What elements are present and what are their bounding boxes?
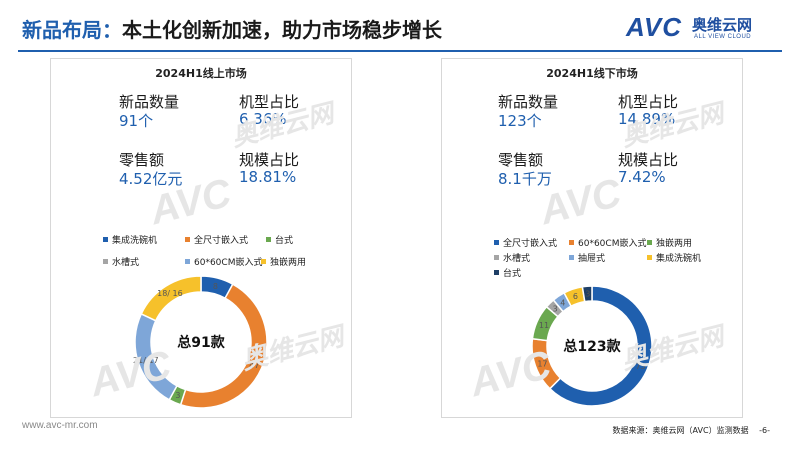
donut-center-label: 总123款 bbox=[563, 338, 621, 355]
offline-retail-value: 8.1千万 bbox=[498, 170, 552, 188]
online-scale-share-value: 18.81% bbox=[239, 168, 297, 186]
legend-label: 集成洗碗机 bbox=[656, 254, 702, 264]
legend-swatch bbox=[569, 255, 574, 260]
legend-swatch bbox=[647, 255, 652, 260]
offline-scale-share-value: 7.42% bbox=[618, 168, 666, 186]
donut-slice-label-5: 6 bbox=[573, 292, 578, 301]
legend-swatch bbox=[569, 240, 574, 245]
donut-slice-label-4: 21/ 17 bbox=[133, 356, 159, 365]
legend-swatch bbox=[647, 240, 652, 245]
donut-slice-label-6: 3 bbox=[585, 290, 590, 299]
page-title: 新品布局： 本土化创新加速，助力市场稳步增长 bbox=[22, 10, 442, 46]
header-divider bbox=[18, 50, 782, 52]
legend-swatch bbox=[185, 237, 190, 242]
offline-model-share-label: 机型占比 bbox=[618, 93, 679, 111]
online-new-count-value: 91个 bbox=[119, 112, 154, 130]
avc-logo: AVC 奥维云网 ALL VIEW CLOUD bbox=[626, 12, 776, 46]
offline-new-count-label: 新品数量 bbox=[498, 93, 559, 111]
donut-slice-label-0: 73 bbox=[635, 362, 645, 371]
offline-legend-item-5: 集成洗碗机 bbox=[647, 251, 701, 264]
footer-source: 数据来源：奥维云网（AVC）监测数据 -6- bbox=[613, 425, 770, 436]
offline-scale-share-label: 规模占比 bbox=[618, 151, 679, 169]
offline-new-count-value: 123个 bbox=[498, 112, 542, 130]
legend-label: 独嵌两用 bbox=[656, 239, 693, 249]
donut-slice-label-2: 3 bbox=[175, 391, 180, 400]
online-legend-item-3: 水槽式 bbox=[103, 255, 139, 268]
legend-label: 台式 bbox=[503, 269, 522, 279]
title-prefix: 新品布局： bbox=[22, 17, 122, 42]
online-retail-value: 4.52亿元 bbox=[119, 170, 183, 188]
online-model-share-label: 机型占比 bbox=[239, 93, 300, 111]
online-model-share-value: 6.36% bbox=[239, 110, 287, 128]
offline-model-share-value: 14.89% bbox=[618, 110, 676, 128]
title-main: 本土化创新加速，助力市场稳步增长 bbox=[122, 17, 442, 42]
online-legend-item-4: 60*60CM嵌入式 bbox=[185, 255, 262, 268]
legend-label: 集成洗碗机 bbox=[112, 236, 158, 246]
legend-swatch bbox=[185, 259, 190, 264]
legend-swatch bbox=[494, 240, 499, 245]
online-panel-title: 2024H1线上市场 bbox=[155, 67, 247, 80]
legend-label: 水槽式 bbox=[112, 258, 140, 268]
footer-url[interactable]: www.avc-mr.com bbox=[22, 420, 98, 431]
legend-label: 台式 bbox=[275, 236, 294, 246]
legend-label: 水槽式 bbox=[503, 254, 531, 264]
online-legend-item-1: 全尺寸嵌入式 bbox=[185, 233, 248, 246]
online-market-panel: 2024H1线上市场 新品数量 91个 机型占比 6.36% 零售额 4.52亿… bbox=[50, 58, 352, 418]
donut-slice-label-4: 4 bbox=[560, 298, 565, 307]
online-scale-share-label: 规模占比 bbox=[239, 151, 300, 169]
donut-slice-6 bbox=[581, 285, 593, 303]
logo-avc-text: AVC bbox=[626, 12, 682, 42]
offline-legend-item-3: 水槽式 bbox=[494, 251, 530, 264]
legend-label: 60*60CM嵌入式 bbox=[194, 258, 263, 268]
legend-swatch bbox=[494, 270, 499, 275]
legend-swatch bbox=[494, 255, 499, 260]
offline-legend-item-0: 全尺寸嵌入式 bbox=[494, 236, 557, 249]
legend-label: 独嵌两用 bbox=[270, 258, 307, 268]
donut-slice-label-5: 18/ 16 bbox=[157, 289, 183, 298]
legend-label: 抽屉式 bbox=[578, 254, 606, 264]
online-retail-label: 零售额 bbox=[119, 151, 165, 169]
online-donut-chart: 8 47 3 21/ 17 18/ 16 总91款 bbox=[133, 275, 268, 409]
legend-swatch bbox=[261, 259, 266, 264]
donut-slice-5 bbox=[140, 275, 202, 322]
legend-swatch bbox=[266, 237, 271, 242]
online-legend-item-5: 独嵌两用 bbox=[261, 255, 306, 268]
offline-retail-label: 零售额 bbox=[498, 151, 544, 169]
logo-en-text: ALL VIEW CLOUD bbox=[694, 34, 752, 40]
donut-slice-label-1: 17 bbox=[537, 359, 547, 368]
online-new-count-label: 新品数量 bbox=[119, 93, 180, 111]
donut-slice-label-1: 47 bbox=[249, 361, 259, 370]
offline-market-panel: 2024H1线下市场 新品数量 123个 机型占比 14.89% 零售额 8.1… bbox=[441, 58, 743, 418]
offline-panel-title: 2024H1线下市场 bbox=[546, 67, 638, 80]
donut-slice-0 bbox=[548, 285, 653, 407]
legend-swatch bbox=[103, 237, 108, 242]
page-number: -6- bbox=[759, 426, 770, 435]
logo-cn-text: 奥维云网 bbox=[692, 16, 753, 34]
donut-slice-label-2: 11 bbox=[539, 321, 549, 330]
donut-slice-label-0: 8 bbox=[213, 282, 218, 291]
legend-label: 全尺寸嵌入式 bbox=[194, 236, 249, 246]
offline-legend-item-4: 抽屉式 bbox=[569, 251, 605, 264]
donut-center-label: 总91款 bbox=[177, 334, 225, 351]
legend-label: 60*60CM嵌入式 bbox=[578, 239, 647, 249]
offline-legend-item-2: 独嵌两用 bbox=[647, 236, 692, 249]
footer-source-text: 数据来源：奥维云网（AVC）监测数据 bbox=[612, 426, 749, 435]
legend-label: 全尺寸嵌入式 bbox=[503, 239, 558, 249]
online-legend-item-0: 集成洗碗机 bbox=[103, 233, 157, 246]
donut-slice-label-3: 3 bbox=[553, 305, 558, 314]
online-legend-item-2: 台式 bbox=[266, 233, 293, 246]
legend-swatch bbox=[103, 259, 108, 264]
offline-legend-item-1: 60*60CM嵌入式 bbox=[569, 236, 646, 249]
offline-legend-item-6: 台式 bbox=[494, 266, 521, 279]
